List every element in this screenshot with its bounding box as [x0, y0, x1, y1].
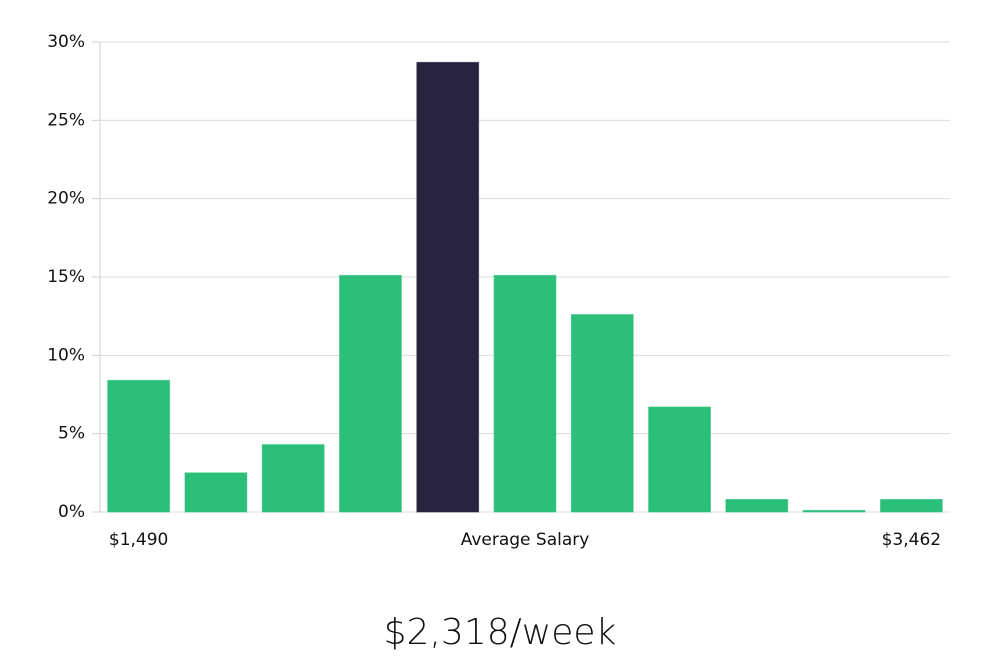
- bar: [416, 61, 480, 513]
- x-tick-label: Average Salary: [461, 530, 590, 550]
- bar: [648, 406, 711, 513]
- bar: [570, 314, 634, 513]
- bar: [261, 444, 325, 513]
- y-tick-label: 25%: [47, 110, 85, 130]
- average-salary-value: $2,318/week: [384, 612, 617, 653]
- y-tick-label: 20%: [47, 189, 85, 209]
- bar: [879, 498, 943, 513]
- bar: [493, 274, 557, 513]
- y-tick-label: 15%: [47, 267, 85, 287]
- y-tick-label: 5%: [58, 424, 85, 444]
- bar: [184, 472, 248, 513]
- y-tick-label: 10%: [47, 345, 85, 365]
- y-tick-label: 30%: [47, 32, 85, 52]
- bar: [725, 498, 789, 513]
- x-tick-label: $3,462: [882, 530, 941, 550]
- x-tick-label: $1,490: [109, 530, 168, 550]
- bar: [802, 509, 866, 513]
- bar: [339, 274, 402, 513]
- bar: [107, 379, 171, 513]
- y-tick-label: 0%: [58, 502, 85, 522]
